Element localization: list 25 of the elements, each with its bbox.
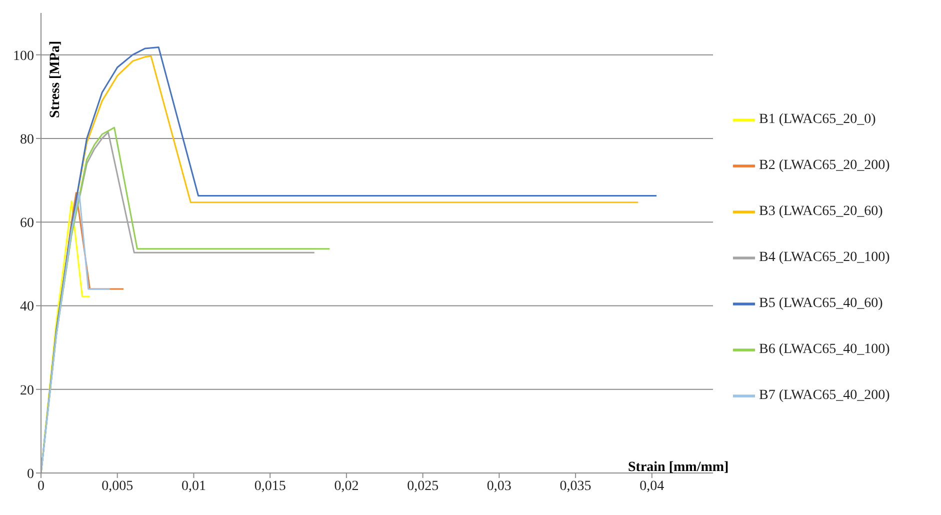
legend-label: B2 (LWAC65_20_200) (759, 158, 890, 173)
line-series (41, 192, 110, 473)
y-tick-label: 20 (20, 383, 34, 398)
y-axis-title: Stress [MPa] (48, 40, 64, 118)
x-tick-label: 0,015 (254, 478, 286, 494)
x-tick-label: 0,005 (102, 478, 134, 494)
x-tick-label: 0,03 (486, 478, 512, 494)
legend-label: B4 (LWAC65_20_100) (759, 250, 890, 265)
legend-label: B1 (LWAC65_20_0) (759, 112, 876, 127)
legend-label: B3 (LWAC65_20_60) (759, 204, 883, 219)
x-tick-label: 0,04 (640, 478, 664, 494)
y-tick-label: 60 (20, 216, 34, 232)
x-tick-label: 0,035 (560, 478, 592, 494)
y-tick-label: 0 (27, 466, 34, 482)
x-axis-title: Strain [mm/mm] (628, 460, 729, 476)
legend-label: B5 (LWAC65_40_60) (759, 296, 883, 311)
x-tick-label: 0,01 (181, 478, 206, 494)
legend-label: B7 (LWAC65_40_200) (759, 388, 890, 403)
x-tick-label: 0,02 (334, 478, 359, 494)
y-tick-label: 80 (20, 132, 34, 148)
x-tick-label: 0,025 (407, 478, 439, 494)
legend-label: B6 (LWAC65_40_100) (759, 342, 890, 357)
x-tick-label: 0 (38, 478, 44, 494)
y-tick-label: 100 (13, 48, 34, 64)
y-tick-label: 40 (20, 300, 34, 315)
